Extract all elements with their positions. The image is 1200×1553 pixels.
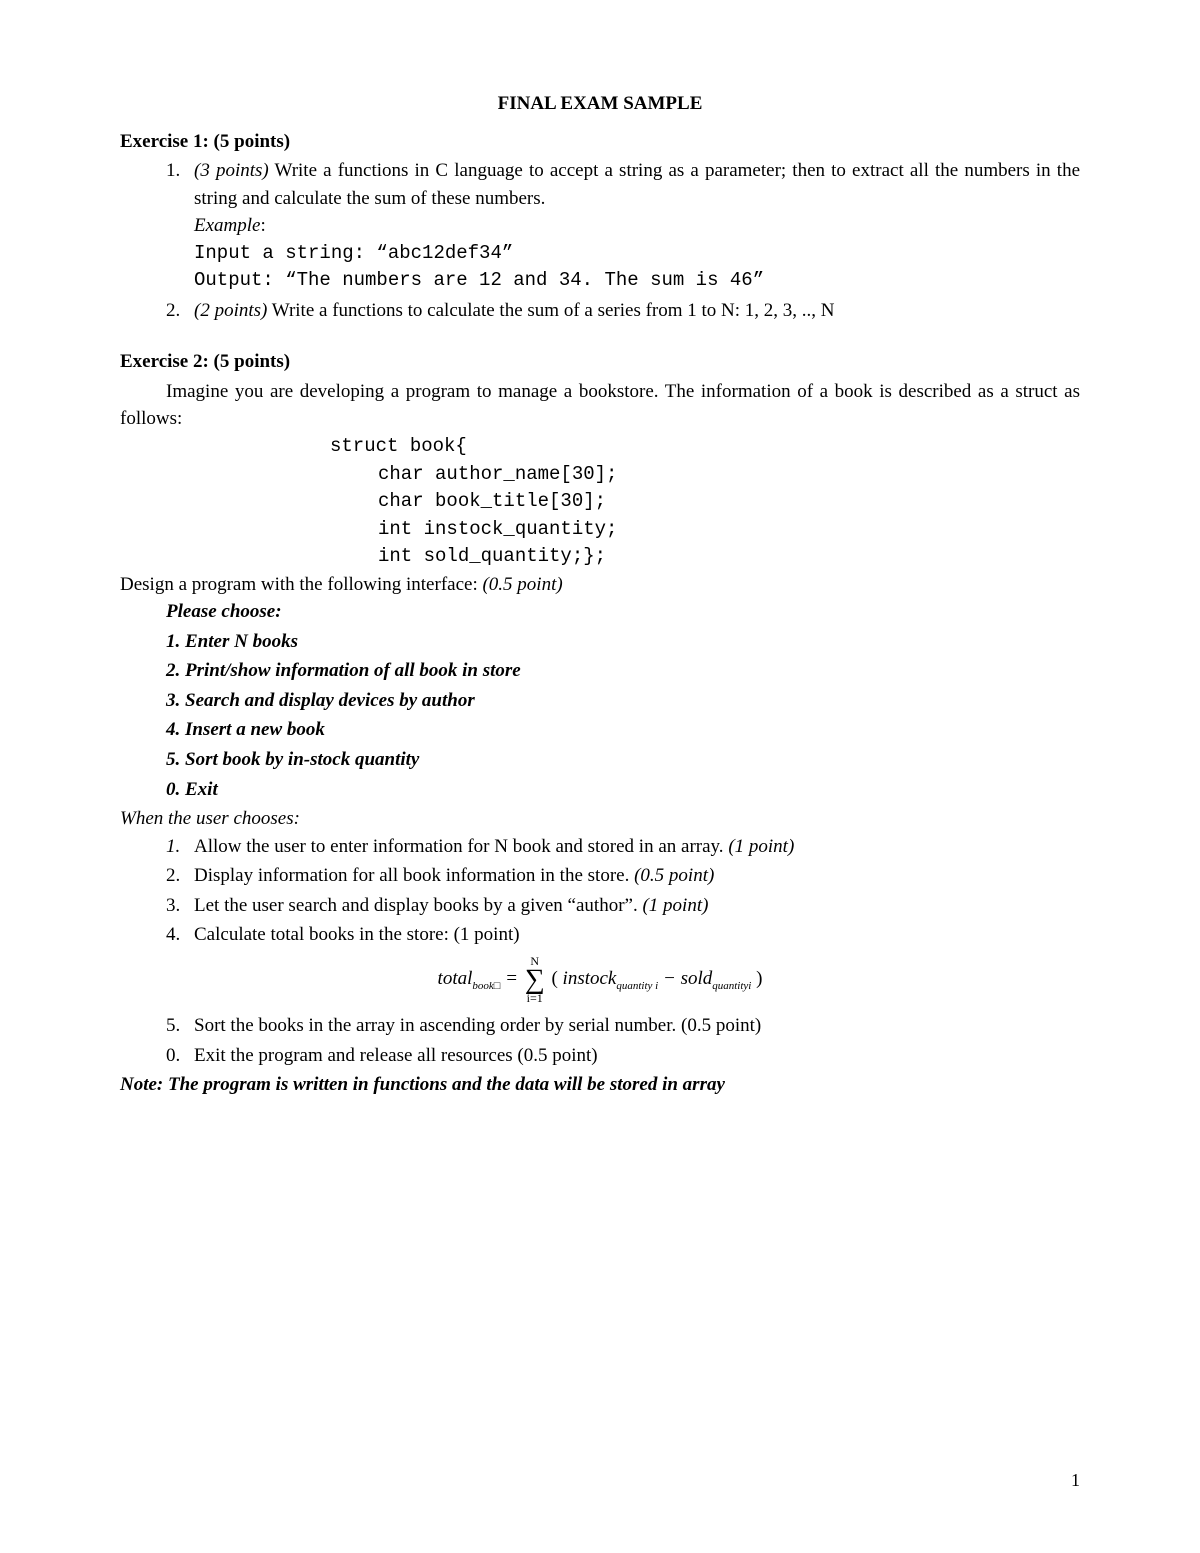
item-body: Display information for all book informa… <box>194 862 1080 890</box>
menu-item: 3. Search and display devices by author <box>166 687 1080 715</box>
exercise-2-intro: Imagine you are developing a program to … <box>120 378 1080 433</box>
item-number: 2. <box>166 297 194 325</box>
code-line: struct book{ <box>330 433 1080 461</box>
item-body: (3 points) Write a functions in C langua… <box>194 157 1080 295</box>
menu-label: Please choose: <box>166 598 1080 626</box>
item-number: 1. <box>166 157 194 295</box>
equals: = <box>505 968 518 989</box>
item-text: Write a functions to calculate the sum o… <box>267 300 834 321</box>
menu-block: Please choose: 1. Enter N books 2. Print… <box>166 598 1080 803</box>
note-line: Note: The program is written in function… <box>120 1071 1080 1099</box>
code-line: int sold_quantity;}; <box>378 543 1080 571</box>
document-title: FINAL EXAM SAMPLE <box>120 90 1080 118</box>
code-line: Input a string: “abc12def34” <box>194 240 1080 268</box>
list-item: 3. Let the user search and display books… <box>166 892 1080 920</box>
item-body: Sort the books in the array in ascending… <box>194 1012 1080 1040</box>
minus: − <box>663 968 676 989</box>
menu-item: 2. Print/show information of all book in… <box>166 657 1080 685</box>
points-label: (0.5 point) <box>482 574 562 595</box>
list-item: 2. (2 points) Write a functions to calcu… <box>166 297 1080 325</box>
page-number: 1 <box>1071 1467 1080 1493</box>
struct-code-block: struct book{ char author_name[30]; char … <box>330 433 1080 571</box>
exercise-1-heading: Exercise 1: (5 points) <box>120 128 1080 156</box>
menu-item: 5. Sort book by in-stock quantity <box>166 746 1080 774</box>
design-line: Design a program with the following inte… <box>120 571 1080 599</box>
item-body: Calculate total books in the store: (1 p… <box>194 921 1080 949</box>
code-line: char author_name[30]; <box>378 461 1080 489</box>
item-body: (2 points) Write a functions to calculat… <box>194 297 1080 325</box>
item-body: Let the user search and display books by… <box>194 892 1080 920</box>
list-item: 1. (3 points) Write a functions in C lan… <box>166 157 1080 295</box>
points-label: (3 points) <box>194 160 269 181</box>
example-label: Example <box>194 215 260 236</box>
choices-list-cont: 5. Sort the books in the array in ascend… <box>166 1012 1080 1069</box>
menu-item: 1. Enter N books <box>166 628 1080 656</box>
formula-lhs: totalbook□ <box>438 968 501 989</box>
list-item: 5. Sort the books in the array in ascend… <box>166 1012 1080 1040</box>
item-body: Allow the user to enter information for … <box>194 833 1080 861</box>
list-item: 2. Display information for all book info… <box>166 862 1080 890</box>
item-number: 0. <box>166 1042 194 1070</box>
formula: totalbook□ = N ∑ i=1 ( instockquantity i… <box>120 955 1080 1004</box>
summation-icon: N ∑ i=1 <box>525 955 545 1004</box>
exercise-2-heading: Exercise 2: (5 points) <box>120 348 1080 376</box>
formula-term: soldquantityi <box>681 968 752 989</box>
list-item: 1. Allow the user to enter information f… <box>166 833 1080 861</box>
item-number: 1. <box>166 833 194 861</box>
formula-term: instockquantity i <box>563 968 659 989</box>
item-number: 3. <box>166 892 194 920</box>
item-number: 4. <box>166 921 194 949</box>
code-line: char book_title[30]; <box>378 488 1080 516</box>
when-user-chooses: When the user chooses: <box>120 805 1080 833</box>
design-text: Design a program with the following inte… <box>120 574 482 595</box>
item-text: Write a functions in C language to accep… <box>194 160 1080 209</box>
exercise-1-list: 1. (3 points) Write a functions in C lan… <box>166 157 1080 324</box>
item-number: 5. <box>166 1012 194 1040</box>
choices-list: 1. Allow the user to enter information f… <box>166 833 1080 949</box>
item-body: Exit the program and release all resourc… <box>194 1042 1080 1070</box>
menu-item: 4. Insert a new book <box>166 716 1080 744</box>
code-line: int instock_quantity; <box>378 516 1080 544</box>
list-item: 4. Calculate total books in the store: (… <box>166 921 1080 949</box>
points-label: (2 points) <box>194 300 267 321</box>
list-item: 0. Exit the program and release all reso… <box>166 1042 1080 1070</box>
menu-item: 0. Exit <box>166 776 1080 804</box>
item-number: 2. <box>166 862 194 890</box>
code-line: Output: “The numbers are 12 and 34. The … <box>194 267 1080 295</box>
